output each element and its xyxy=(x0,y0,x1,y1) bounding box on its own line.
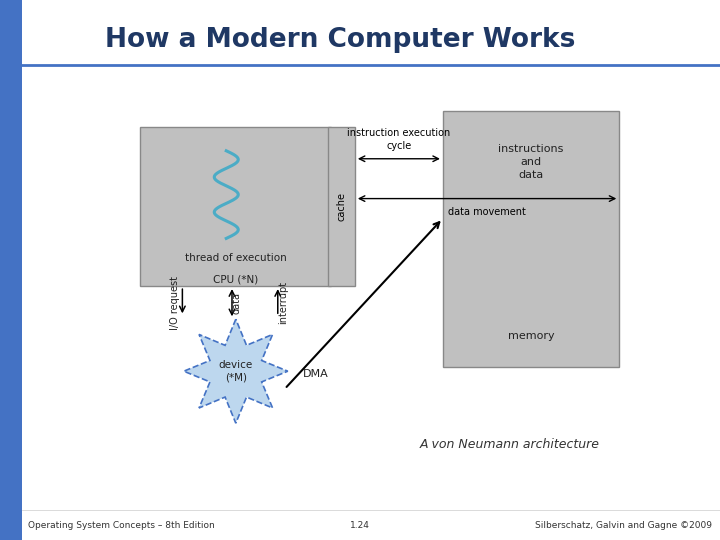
Bar xyxy=(0,0,22,540)
Text: A von Neumann architecture: A von Neumann architecture xyxy=(420,438,600,451)
Text: DMA: DMA xyxy=(302,369,328,379)
Polygon shape xyxy=(184,319,288,423)
Bar xyxy=(140,127,331,286)
Text: data: data xyxy=(232,292,242,314)
Text: instructions
and
data: instructions and data xyxy=(498,144,564,180)
Text: I/O request: I/O request xyxy=(171,276,181,330)
Text: Operating System Concepts – 8th Edition: Operating System Concepts – 8th Edition xyxy=(28,522,215,530)
Text: How a Modern Computer Works: How a Modern Computer Works xyxy=(105,27,575,53)
Text: thread of execution: thread of execution xyxy=(185,253,287,262)
Text: memory: memory xyxy=(508,332,554,341)
Bar xyxy=(328,127,355,286)
Text: interrupt: interrupt xyxy=(278,281,288,324)
Text: 1.24: 1.24 xyxy=(350,522,370,530)
Text: CPU (*N): CPU (*N) xyxy=(213,275,258,285)
Bar xyxy=(443,111,619,367)
Text: cache: cache xyxy=(336,192,346,221)
Text: device
(*M): device (*M) xyxy=(219,360,253,382)
Text: Silberschatz, Galvin and Gagne ©2009: Silberschatz, Galvin and Gagne ©2009 xyxy=(535,522,712,530)
Text: instruction execution
cycle: instruction execution cycle xyxy=(347,129,451,151)
Text: data movement: data movement xyxy=(448,207,526,217)
